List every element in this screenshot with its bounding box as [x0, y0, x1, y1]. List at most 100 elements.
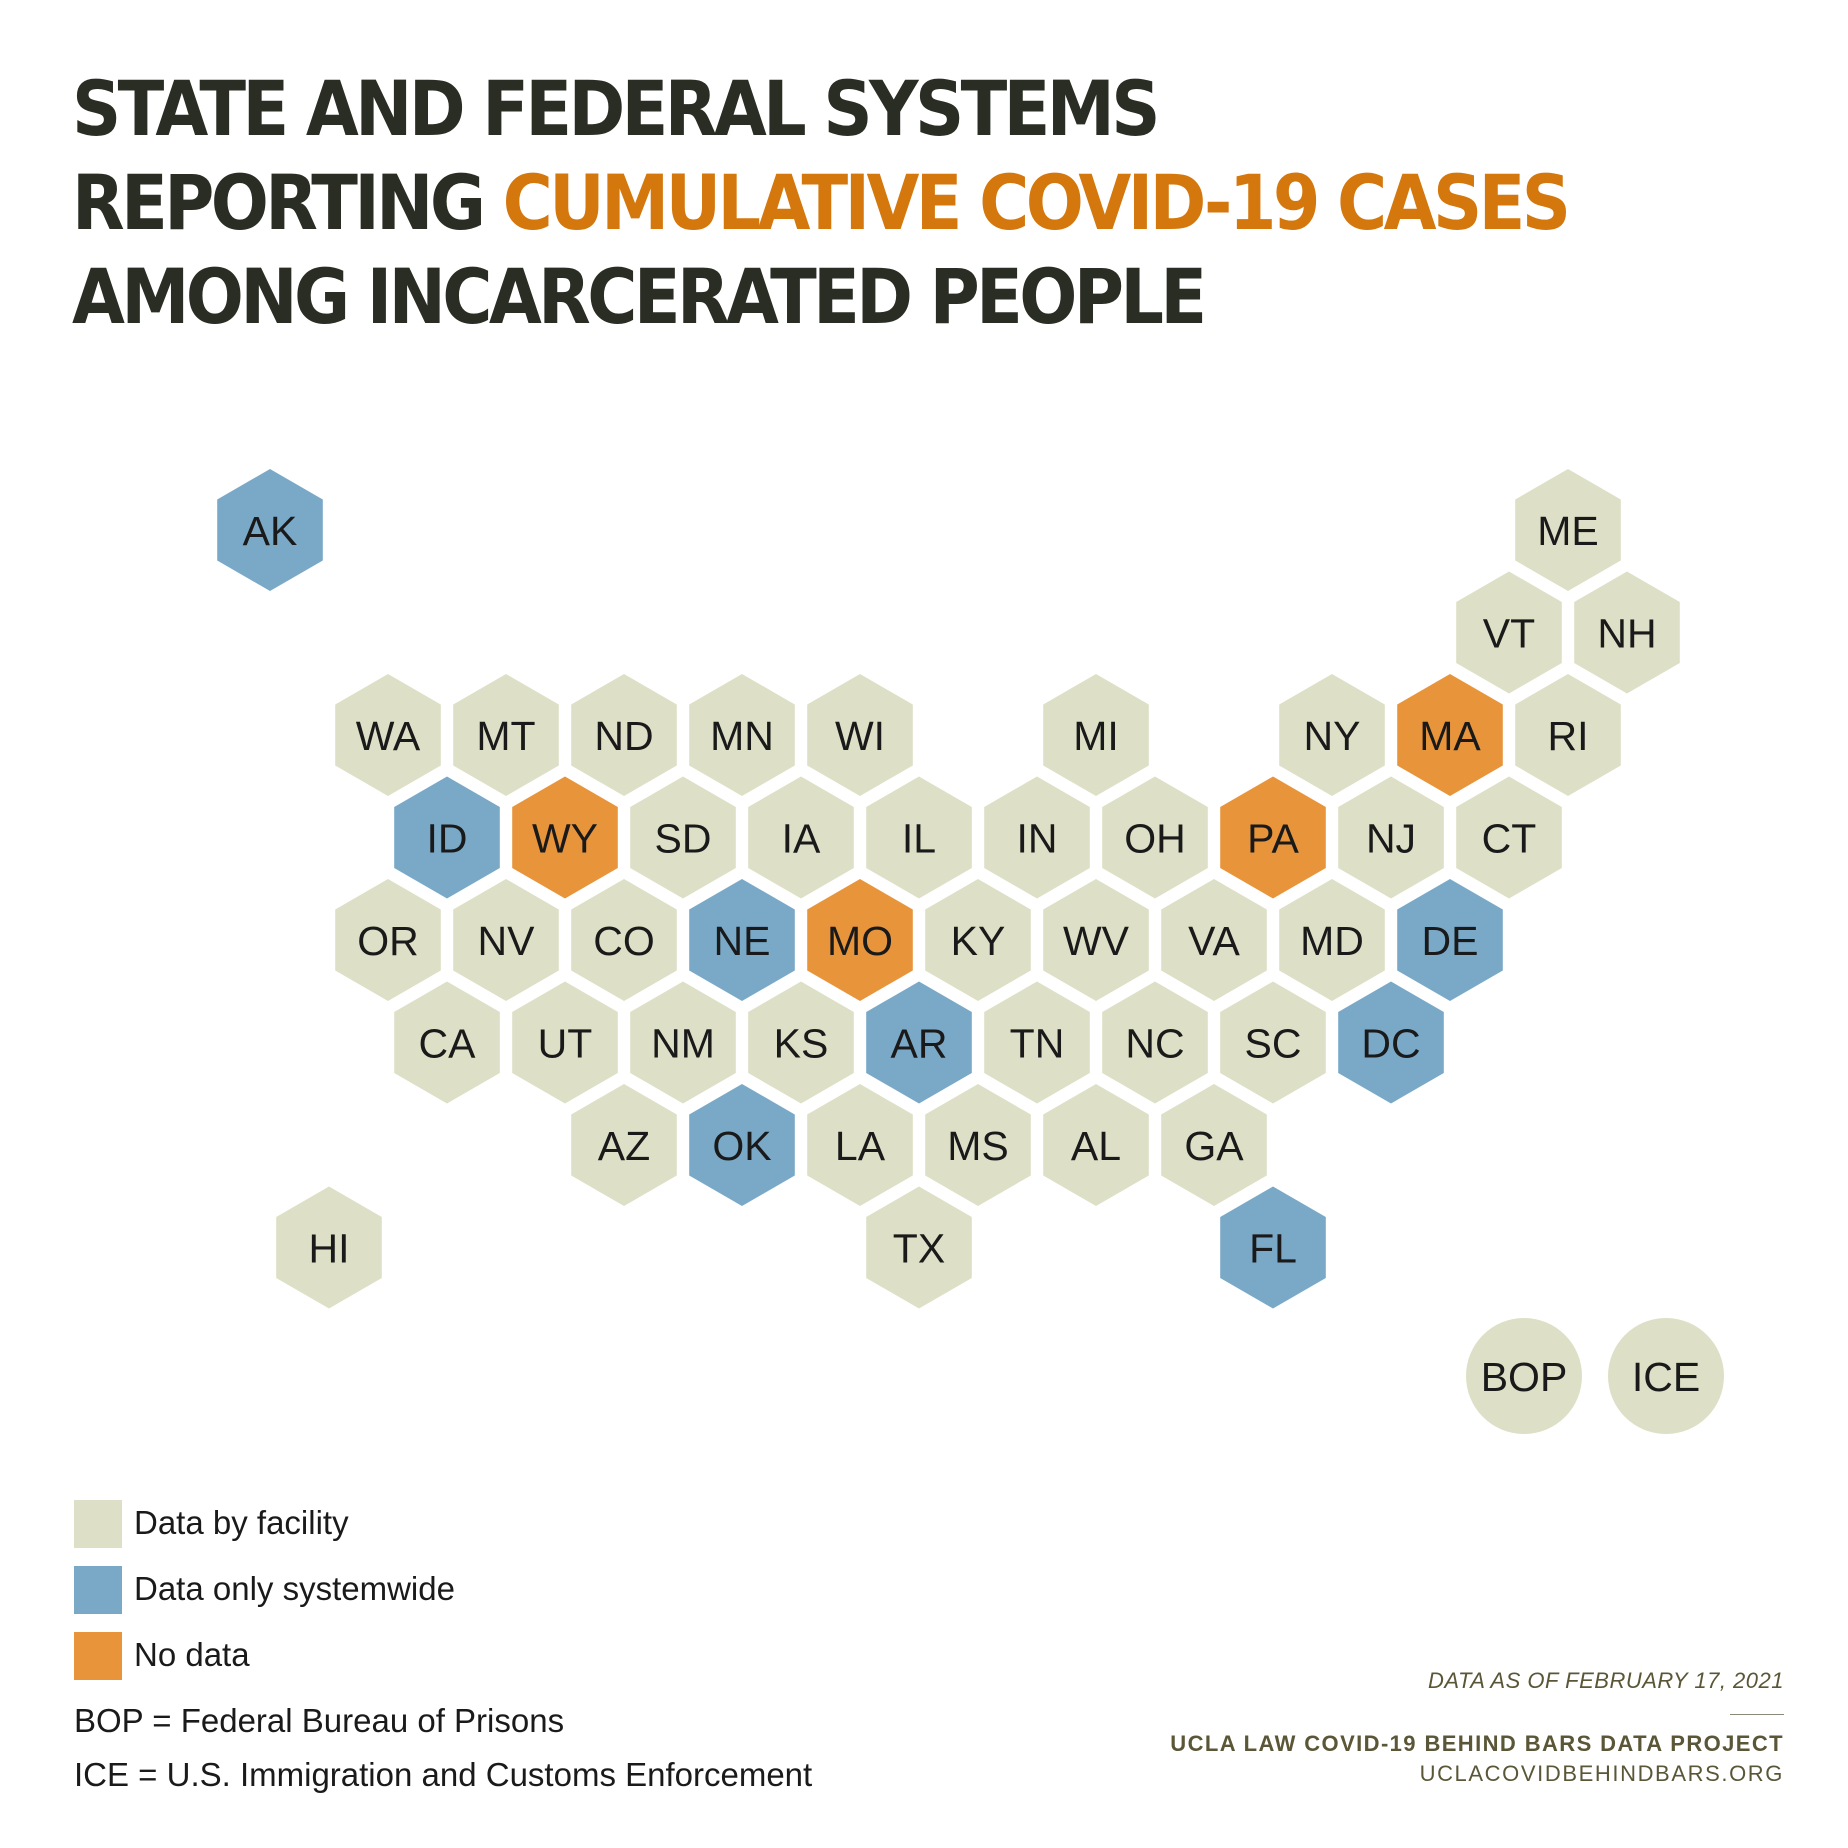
- legend-label: Data only systemwide: [134, 1570, 455, 1607]
- legend-note-ice: ICE = U.S. Immigration and Customs Enfor…: [74, 1756, 813, 1793]
- state-label-ak: AK: [243, 508, 298, 554]
- state-tile-mn: MN: [689, 674, 795, 796]
- state-hex-me: [1515, 469, 1621, 591]
- state-hex-de: [1397, 879, 1503, 1001]
- federal-tile-bop: BOP: [1466, 1318, 1582, 1434]
- state-tile-fl: FL: [1220, 1186, 1326, 1309]
- state-tile-il: IL: [866, 776, 972, 899]
- state-tile-sc: SC: [1220, 981, 1326, 1104]
- state-tile-tn: TN: [984, 981, 1090, 1104]
- state-hex-dc: [1338, 981, 1444, 1104]
- state-hex-tn: [984, 981, 1090, 1104]
- state-hex-sc: [1220, 981, 1326, 1104]
- state-tile-me: ME: [1515, 469, 1621, 591]
- state-tile-de: DE: [1397, 879, 1503, 1001]
- state-tile-ri: RI: [1515, 674, 1621, 796]
- data-date: DATA AS OF FEBRUARY 17, 2021: [1428, 1668, 1784, 1693]
- credit-block: DATA AS OF FEBRUARY 17, 2021 UCLA LAW CO…: [1170, 1668, 1784, 1787]
- state-label-ut: UT: [538, 1021, 593, 1067]
- state-hex-md: [1279, 879, 1385, 1001]
- state-label-fl: FL: [1249, 1226, 1297, 1272]
- federal-circle-bop: [1466, 1318, 1582, 1434]
- state-hex-wv: [1043, 879, 1149, 1001]
- state-label-mi: MI: [1073, 713, 1119, 759]
- state-tile-ky: KY: [925, 879, 1031, 1001]
- title-line-2-accent: CUMULATIVE COVID-19 CASES: [502, 158, 1571, 247]
- state-label-sc: SC: [1245, 1021, 1302, 1067]
- state-hex-tx: [866, 1186, 972, 1309]
- state-tile-nh: NH: [1574, 571, 1680, 694]
- state-hex-wa: [335, 674, 441, 796]
- state-hex-nh: [1574, 571, 1680, 694]
- state-hex-az: [571, 1084, 677, 1206]
- state-hex-pa: [1220, 776, 1326, 899]
- state-hex-ky: [925, 879, 1031, 1001]
- state-tile-dc: DC: [1338, 981, 1444, 1104]
- state-label-or: OR: [357, 918, 419, 964]
- state-hex-mt: [453, 674, 559, 796]
- title-line-2-prefix: REPORTING: [72, 158, 503, 247]
- state-label-ri: RI: [1548, 713, 1589, 759]
- state-tile-md: MD: [1279, 879, 1385, 1001]
- state-hex-ga: [1161, 1084, 1267, 1206]
- state-tile-wi: WI: [807, 674, 913, 796]
- state-tile-ut: UT: [512, 981, 618, 1104]
- state-hex-mn: [689, 674, 795, 796]
- state-hex-ny: [1279, 674, 1385, 796]
- state-tile-nm: NM: [630, 981, 736, 1104]
- state-label-sd: SD: [655, 816, 712, 862]
- state-label-ar: AR: [891, 1021, 948, 1067]
- state-tile-ga: GA: [1161, 1084, 1267, 1206]
- state-hex-nm: [630, 981, 736, 1104]
- state-tile-mt: MT: [453, 674, 559, 796]
- state-label-ga: GA: [1184, 1123, 1244, 1169]
- state-tile-tx: TX: [866, 1186, 972, 1309]
- state-tile-ia: IA: [748, 776, 854, 899]
- state-hex-mo: [807, 879, 913, 1001]
- state-tile-ca: CA: [394, 981, 500, 1104]
- state-label-mt: MT: [476, 713, 535, 759]
- state-hex-il: [866, 776, 972, 899]
- state-label-nv: NV: [478, 918, 536, 964]
- state-label-hi: HI: [309, 1226, 350, 1272]
- state-label-de: DE: [1422, 918, 1479, 964]
- state-tile-id: ID: [394, 776, 500, 899]
- state-tile-or: OR: [335, 879, 441, 1001]
- legend-label: Data by facility: [134, 1504, 349, 1541]
- state-hex-ut: [512, 981, 618, 1104]
- state-hex-in: [984, 776, 1090, 899]
- title-line-1: STATE AND FEDERAL SYSTEMS: [72, 64, 1161, 153]
- state-tile-va: VA: [1161, 879, 1267, 1001]
- state-tile-sd: SD: [630, 776, 736, 899]
- state-label-wy: WY: [532, 816, 598, 862]
- state-label-ky: KY: [951, 918, 1006, 964]
- state-label-nh: NH: [1597, 611, 1656, 657]
- state-label-in: IN: [1017, 816, 1058, 862]
- state-label-nc: NC: [1125, 1021, 1184, 1067]
- state-tile-ok: OK: [689, 1084, 795, 1206]
- state-tile-ak: AK: [217, 469, 323, 591]
- legend-label: No data: [134, 1636, 250, 1673]
- state-hex-ne: [689, 879, 795, 1001]
- state-label-ms: MS: [947, 1123, 1009, 1169]
- map-title: STATE AND FEDERAL SYSTEMS REPORTING CUMU…: [72, 62, 1602, 344]
- state-hex-ms: [925, 1084, 1031, 1206]
- state-label-id: ID: [427, 816, 468, 862]
- state-label-md: MD: [1300, 918, 1364, 964]
- state-tile-pa: PA: [1220, 776, 1326, 899]
- state-label-ks: KS: [774, 1021, 829, 1067]
- state-tile-wa: WA: [335, 674, 441, 796]
- state-tile-vt: VT: [1456, 571, 1562, 694]
- legend-swatch: [74, 1500, 122, 1548]
- state-tile-ct: CT: [1456, 776, 1562, 899]
- state-label-tx: TX: [893, 1226, 945, 1272]
- state-tile-ar: AR: [866, 981, 972, 1104]
- state-tile-wv: WV: [1043, 879, 1149, 1001]
- state-label-oh: OH: [1124, 816, 1186, 862]
- state-hex-nc: [1102, 981, 1208, 1104]
- state-tile-ma: MA: [1397, 674, 1503, 796]
- state-tile-nd: ND: [571, 674, 677, 796]
- state-hex-ma: [1397, 674, 1503, 796]
- federal-label-bop: BOP: [1481, 1354, 1568, 1400]
- state-tile-ks: KS: [748, 981, 854, 1104]
